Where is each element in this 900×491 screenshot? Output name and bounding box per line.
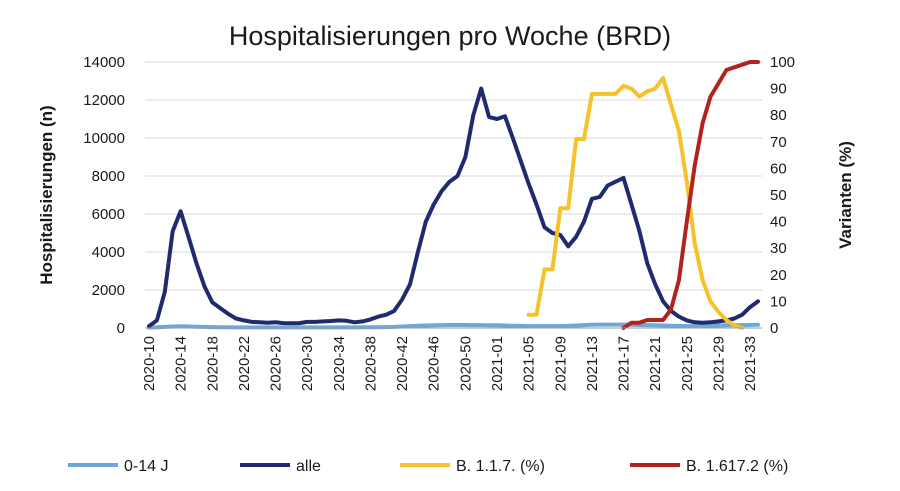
x-tick-label: 2021-13 — [584, 336, 601, 391]
gridlines — [145, 61, 762, 291]
x-tick-label: 2020-10 — [141, 336, 158, 391]
x-tick-label: 2020-42 — [394, 336, 411, 391]
y2-tick-label: 50 — [770, 187, 787, 204]
y2-tick-label: 0 — [770, 320, 778, 337]
y2-tick-label: 10 — [770, 293, 787, 310]
y2-axis-label: Varianten (%) — [836, 141, 855, 249]
y-axis-ticks: 0 2000 4000 6000 8000 10000 12000 14000 — [83, 54, 125, 337]
x-tick-label: 2021-01 — [489, 336, 506, 391]
legend-label: 0-14 J — [124, 458, 168, 475]
legend-label: B. 1.1.7. (%) — [456, 458, 545, 475]
y2-axis-ticks: 0 10 20 30 40 50 60 70 80 90 100 — [770, 54, 795, 337]
y-tick-label: 4000 — [92, 244, 125, 261]
y-tick-label: 6000 — [92, 206, 125, 223]
x-tick-label: 2021-17 — [616, 336, 633, 391]
x-tick-label: 2020-46 — [426, 336, 443, 391]
x-tick-label: 2020-18 — [204, 336, 221, 391]
x-tick-label: 2020-14 — [173, 336, 190, 391]
x-tick-label: 2021-25 — [679, 336, 696, 391]
series-line-3 — [621, 60, 760, 330]
y2-tick-label: 80 — [770, 107, 787, 124]
x-tick-label: 2020-30 — [299, 336, 316, 391]
chart-title: Hospitalisierungen pro Woche (BRD) — [229, 21, 671, 51]
y-tick-label: 12000 — [83, 92, 125, 109]
y-tick-label: 14000 — [83, 54, 125, 71]
x-tick-label: 2021-33 — [742, 336, 759, 391]
y-tick-label: 2000 — [92, 282, 125, 299]
y2-tick-label: 60 — [770, 160, 787, 177]
legend-label: B. 1.617.2 (%) — [686, 458, 788, 475]
series-lines — [147, 60, 760, 330]
x-tick-label: 2021-29 — [710, 336, 727, 391]
y2-tick-label: 90 — [770, 81, 787, 98]
x-tick-label: 2020-34 — [331, 336, 348, 391]
x-tick-label: 2021-21 — [647, 336, 664, 391]
y2-tick-label: 100 — [770, 54, 795, 71]
y-axis-label: Hospitalisierungen (n) — [37, 105, 56, 284]
series-line-2 — [526, 76, 745, 330]
x-tick-label: 2021-09 — [552, 336, 569, 391]
y-tick-label: 8000 — [92, 168, 125, 185]
series-line-0 — [147, 322, 760, 330]
y2-tick-label: 70 — [770, 134, 787, 151]
legend: 0-14 J alle B. 1.1.7. (%) B. 1.617.2 (%) — [68, 458, 788, 475]
y-tick-label: 10000 — [83, 130, 125, 147]
x-tick-label: 2020-26 — [268, 336, 285, 391]
y-tick-label: 0 — [117, 320, 125, 337]
x-tick-label: 2020-22 — [236, 336, 253, 391]
legend-label: alle — [296, 458, 321, 475]
x-tick-label: 2020-38 — [362, 336, 379, 391]
x-axis-ticks: 2020-10 2020-14 2020-18 2020-22 2020-26 2020-… — [141, 336, 759, 391]
x-tick-label: 2020-50 — [457, 336, 474, 391]
y2-tick-label: 20 — [770, 267, 787, 284]
y2-tick-label: 40 — [770, 214, 787, 231]
series-line-1 — [147, 86, 760, 329]
x-tick-label: 2021-05 — [521, 336, 538, 391]
y2-tick-label: 30 — [770, 240, 787, 257]
